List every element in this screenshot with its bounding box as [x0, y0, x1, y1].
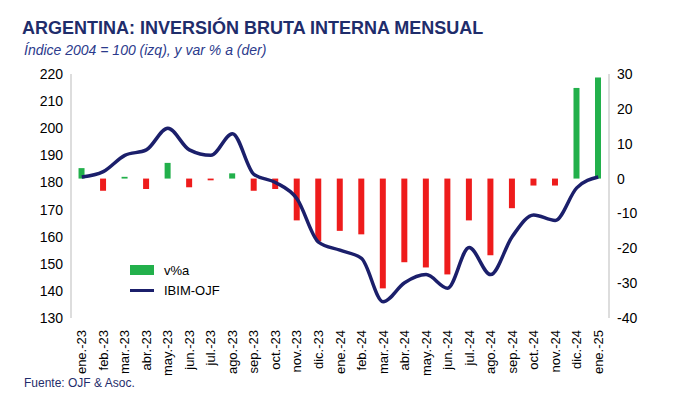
- svg-text:130: 130: [40, 310, 64, 326]
- html-text:Índice 2004 = 100 (izq), y var: Índice 2004 = 100 (izq), y var % a (der): [24, 42, 267, 58]
- svg-text:sep.-24: sep.-24: [505, 330, 520, 373]
- svg-text:feb.-24: feb.-24: [354, 330, 369, 370]
- svg-text:oct.-23: oct.-23: [268, 330, 283, 370]
- svg-text:jun.-23: jun.-23: [182, 330, 197, 371]
- svg-text:200: 200: [40, 120, 64, 136]
- svg-text:ago.-24: ago.-24: [483, 330, 498, 374]
- svg-text:abr.-23: abr.-23: [139, 330, 154, 370]
- svg-text:190: 190: [40, 147, 64, 163]
- svg-text:ago.-23: ago.-23: [225, 330, 240, 374]
- svg-text:dic.-23: dic.-23: [311, 330, 326, 369]
- svg-text:nov.-23: nov.-23: [289, 330, 304, 372]
- svg-text:-30: -30: [617, 275, 637, 291]
- html-text:Fuente: OJF & Asoc.: Fuente: OJF & Asoc.: [24, 376, 135, 390]
- svg-text:160: 160: [40, 229, 64, 245]
- svg-text:30: 30: [617, 66, 633, 82]
- svg-text:170: 170: [40, 202, 64, 218]
- svg-text:jun.-24: jun.-24: [440, 330, 455, 371]
- svg-text:dic.-24: dic.-24: [569, 330, 584, 369]
- svg-text:150: 150: [40, 256, 64, 272]
- svg-text:ene.-25: ene.-25: [591, 330, 606, 374]
- html-text:IBIM-OJF: IBIM-OJF: [164, 282, 220, 298]
- svg-text:10: 10: [617, 136, 633, 152]
- svg-text:180: 180: [40, 174, 64, 190]
- svg-text:jul.-23: jul.-23: [203, 330, 218, 366]
- svg-text:0: 0: [617, 171, 625, 187]
- svg-text:mar.-23: mar.-23: [117, 330, 132, 374]
- svg-text:210: 210: [40, 93, 64, 109]
- svg-text:-40: -40: [617, 310, 637, 326]
- svg-text:-10: -10: [617, 205, 637, 221]
- svg-text:sep.-23: sep.-23: [246, 330, 261, 373]
- svg-text:may.-23: may.-23: [160, 330, 175, 376]
- svg-text:220: 220: [40, 66, 64, 82]
- svg-text:-20: -20: [617, 240, 637, 256]
- svg-text:jul.-24: jul.-24: [462, 330, 477, 366]
- html-text:ARGENTINA: INVERSIÓN BRUTA INT: ARGENTINA: INVERSIÓN BRUTA INTERNA MENSU…: [22, 18, 484, 38]
- svg-text:mar.-24: mar.-24: [376, 330, 391, 374]
- svg-text:feb.-23: feb.-23: [96, 330, 111, 370]
- svg-text:ene.-23: ene.-23: [74, 330, 89, 374]
- svg-text:20: 20: [617, 101, 633, 117]
- svg-text:may.-24: may.-24: [419, 330, 434, 376]
- svg-text:nov.-24: nov.-24: [548, 330, 563, 372]
- svg-text:abr.-24: abr.-24: [397, 330, 412, 370]
- svg-text:oct.-24: oct.-24: [526, 330, 541, 370]
- svg-text:140: 140: [40, 283, 64, 299]
- html-text:v%a: v%a: [164, 262, 190, 278]
- svg-text:ene.-24: ene.-24: [333, 330, 348, 374]
